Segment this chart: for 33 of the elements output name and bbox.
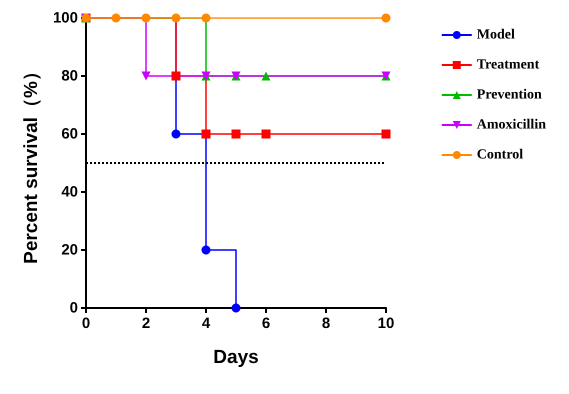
- point: [262, 72, 270, 80]
- point: [172, 130, 180, 138]
- point: [382, 14, 390, 22]
- x-tick-label: 2: [142, 315, 150, 332]
- x-axis-title: Days: [213, 347, 259, 368]
- legend-label: Amoxicillin: [476, 118, 546, 132]
- point: [202, 130, 210, 138]
- point: [172, 14, 180, 22]
- x-tick-label: 6: [262, 315, 270, 332]
- x-tick-label: 4: [202, 315, 211, 332]
- x-tick-label: 10: [378, 315, 394, 332]
- legend-label: Control: [476, 148, 524, 162]
- y-tick-label: 60: [61, 126, 78, 142]
- point: [112, 14, 120, 22]
- y-tick-label: 40: [61, 184, 78, 200]
- legend-label: Treatment: [476, 58, 540, 72]
- y-tick-label: 80: [61, 68, 78, 84]
- y-tick-label: 100: [52, 10, 78, 26]
- point: [262, 130, 270, 138]
- x-tick-label: 8: [322, 315, 330, 332]
- x-tick-label: 0: [82, 315, 90, 332]
- y-tick-label: 20: [61, 242, 78, 258]
- legend-label: Prevention: [476, 88, 542, 102]
- point: [382, 130, 390, 138]
- point: [232, 304, 240, 312]
- point: [172, 72, 180, 80]
- point: [202, 14, 210, 22]
- point: [232, 130, 240, 138]
- y-axis-title: Percent survival（%）: [21, 62, 42, 264]
- y-tick-label: 0: [70, 300, 78, 316]
- legend-label: Model: [476, 28, 515, 42]
- point: [202, 246, 210, 254]
- point: [142, 14, 150, 22]
